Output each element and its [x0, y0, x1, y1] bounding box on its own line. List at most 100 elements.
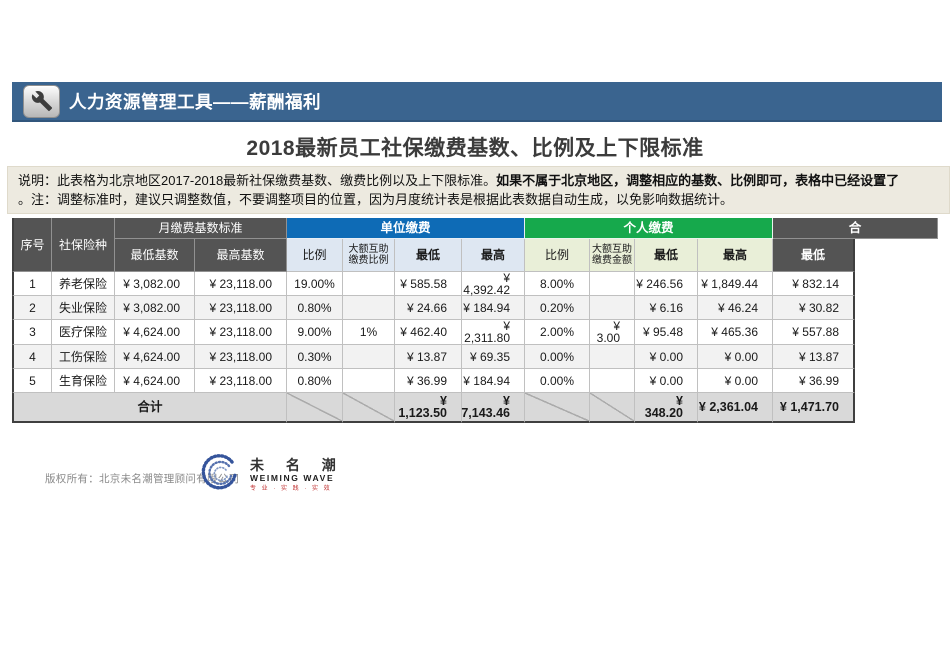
- cell-no-row3: 3: [12, 320, 52, 345]
- cell-sum_min-row4[interactable]: ¥ 13.87: [773, 345, 855, 369]
- notice-line-2: 。注：调整标准时，建议只调整数值，不要调整项目的位置，因为月度统计表是根据此表数…: [18, 192, 734, 207]
- cell-ee_max-row3[interactable]: ¥ 465.36: [698, 320, 773, 345]
- cell-max_base-row4[interactable]: ¥ 23,118.00: [195, 345, 287, 369]
- cell-er_min-row4[interactable]: ¥ 13.87: [395, 345, 462, 369]
- cell-sum_min-row3[interactable]: ¥ 557.88: [773, 320, 855, 345]
- total-row-label: 合计: [12, 393, 287, 423]
- cell-er_min-row3[interactable]: ¥ 462.40: [395, 320, 462, 345]
- cell-ee_min-row4[interactable]: ¥ 0.00: [635, 345, 698, 369]
- cell-max_base-row1[interactable]: ¥ 23,118.00: [195, 272, 287, 296]
- notice-line-1: 说明：此表格为北京地区2017-2018最新社保缴费基数、缴费比例以及上下限标准…: [18, 173, 900, 188]
- slash-cell-employer-mutual: [343, 393, 395, 423]
- total-personal-min[interactable]: ¥ 348.20: [635, 393, 698, 423]
- slash-cell-personal-ratio: [525, 393, 590, 423]
- cell-max_base-row3[interactable]: ¥ 23,118.00: [195, 320, 287, 345]
- col-header-personal-min: 最低: [635, 239, 698, 272]
- cell-sum_min-row2[interactable]: ¥ 30.82: [773, 296, 855, 320]
- cell-er_ratio-row3[interactable]: 9.00%: [287, 320, 343, 345]
- cell-ee_mutual-row2[interactable]: [590, 296, 635, 320]
- cell-er_min-row1[interactable]: ¥ 585.58: [395, 272, 462, 296]
- cell-er_min-row2[interactable]: ¥ 24.66: [395, 296, 462, 320]
- total-personal-max[interactable]: ¥ 2,361.04: [698, 393, 773, 423]
- cell-ee_max-row2[interactable]: ¥ 46.24: [698, 296, 773, 320]
- cell-er_max-row5[interactable]: ¥ 184.94: [462, 369, 525, 393]
- cell-er_mutual-row1[interactable]: [343, 272, 395, 296]
- cell-type-row3: 医疗保险: [52, 320, 115, 345]
- col-header-personal-mutual-amount: 大额互助 缴费金额: [590, 239, 635, 272]
- cell-er_mutual-row5[interactable]: [343, 369, 395, 393]
- cell-er_min-row5[interactable]: ¥ 36.99: [395, 369, 462, 393]
- cell-ee_min-row3[interactable]: ¥ 95.48: [635, 320, 698, 345]
- logo-swirl-icon: [196, 452, 242, 498]
- company-logo: 未 名 潮 WEIMING WAVE 专 业 · 实 践 · 实 效: [196, 452, 345, 498]
- total-employer-min[interactable]: ¥ 1,123.50: [395, 393, 462, 423]
- cell-er_ratio-row1[interactable]: 19.00%: [287, 272, 343, 296]
- cell-no-row4: 4: [12, 345, 52, 369]
- cell-er_ratio-row4[interactable]: 0.30%: [287, 345, 343, 369]
- total-sum-min[interactable]: ¥ 1,471.70: [773, 393, 855, 423]
- cell-ee_min-row5[interactable]: ¥ 0.00: [635, 369, 698, 393]
- cell-sum_min-row1[interactable]: ¥ 832.14: [773, 272, 855, 296]
- col-header-max-base: 最高基数: [195, 239, 287, 272]
- cell-er_max-row2[interactable]: ¥ 184.94: [462, 296, 525, 320]
- group-header-employer: 单位缴费: [287, 218, 525, 239]
- page-title: 2018最新员工社保缴费基数、比例及上下限标准: [246, 137, 704, 160]
- cell-ee_mutual-row1[interactable]: [590, 272, 635, 296]
- group-header-monthly-base: 月缴费基数标准: [115, 218, 287, 239]
- cell-min_base-row1[interactable]: ¥ 3,082.00: [115, 272, 195, 296]
- col-header-employer-max: 最高: [462, 239, 525, 272]
- cell-er_max-row1[interactable]: ¥ 4,392.42: [462, 272, 525, 296]
- cell-er_mutual-row3[interactable]: 1%: [343, 320, 395, 345]
- cell-ee_max-row4[interactable]: ¥ 0.00: [698, 345, 773, 369]
- cell-ee_ratio-row3[interactable]: 2.00%: [525, 320, 590, 345]
- col-header-total-min: 最低: [773, 239, 855, 272]
- wrench-icon: [31, 90, 53, 112]
- cell-er_ratio-row5[interactable]: 0.80%: [287, 369, 343, 393]
- col-header-seq: 序号: [12, 218, 52, 272]
- app-header-title: 人力资源管理工具——薪酬福利: [69, 91, 321, 112]
- cell-ee_mutual-row3[interactable]: ¥ 3.00: [590, 320, 635, 345]
- cell-max_base-row5[interactable]: ¥ 23,118.00: [195, 369, 287, 393]
- col-header-employer-ratio: 比例: [287, 239, 343, 272]
- cell-type-row4: 工伤保险: [52, 345, 115, 369]
- cell-ee_ratio-row4[interactable]: 0.00%: [525, 345, 590, 369]
- col-header-personal-ratio: 比例: [525, 239, 590, 272]
- logo-name-cn: 未 名 潮: [250, 456, 345, 473]
- cell-er_ratio-row2[interactable]: 0.80%: [287, 296, 343, 320]
- cell-ee_ratio-row2[interactable]: 0.20%: [525, 296, 590, 320]
- cell-min_base-row2[interactable]: ¥ 3,082.00: [115, 296, 195, 320]
- copyright-text: 版权所有：北京未名潮管理顾问有限公司: [45, 474, 240, 485]
- cell-max_base-row2[interactable]: ¥ 23,118.00: [195, 296, 287, 320]
- cell-er_max-row4[interactable]: ¥ 69.35: [462, 345, 525, 369]
- cell-er_mutual-row4[interactable]: [343, 345, 395, 369]
- cell-ee_min-row1[interactable]: ¥ 246.56: [635, 272, 698, 296]
- cell-type-row5: 生育保险: [52, 369, 115, 393]
- col-header-employer-min: 最低: [395, 239, 462, 272]
- cell-no-row2: 2: [12, 296, 52, 320]
- cell-min_base-row5[interactable]: ¥ 4,624.00: [115, 369, 195, 393]
- slash-cell-personal-mutual: [590, 393, 635, 423]
- cell-min_base-row4[interactable]: ¥ 4,624.00: [115, 345, 195, 369]
- logo-slogan: 专 业 · 实 践 · 实 效: [250, 485, 332, 492]
- cell-ee_max-row5[interactable]: ¥ 0.00: [698, 369, 773, 393]
- cell-type-row2: 失业保险: [52, 296, 115, 320]
- col-header-employer-mutual-ratio: 大额互助 缴费比例: [343, 239, 395, 272]
- cell-ee_ratio-row1[interactable]: 8.00%: [525, 272, 590, 296]
- logo-name-en: WEIMING WAVE: [250, 472, 335, 483]
- cell-min_base-row3[interactable]: ¥ 4,624.00: [115, 320, 195, 345]
- cell-ee_max-row1[interactable]: ¥ 1,849.44: [698, 272, 773, 296]
- cell-ee_mutual-row5[interactable]: [590, 369, 635, 393]
- cell-sum_min-row5[interactable]: ¥ 36.99: [773, 369, 855, 393]
- total-employer-max[interactable]: ¥ 7,143.46: [461, 393, 525, 423]
- cell-no-row1: 1: [12, 272, 52, 296]
- cell-er_max-row3[interactable]: ¥ 2,311.80: [462, 320, 525, 345]
- group-header-personal: 个人缴费: [525, 218, 773, 239]
- slash-cell-employer-ratio: [287, 393, 343, 423]
- cell-ee_mutual-row4[interactable]: [590, 345, 635, 369]
- cell-no-row5: 5: [12, 369, 52, 393]
- notice-box: 说明：此表格为北京地区2017-2018最新社保缴费基数、缴费比例以及上下限标准…: [7, 166, 950, 214]
- cell-ee_min-row2[interactable]: ¥ 6.16: [635, 296, 698, 320]
- cell-ee_ratio-row5[interactable]: 0.00%: [525, 369, 590, 393]
- cell-er_mutual-row2[interactable]: [343, 296, 395, 320]
